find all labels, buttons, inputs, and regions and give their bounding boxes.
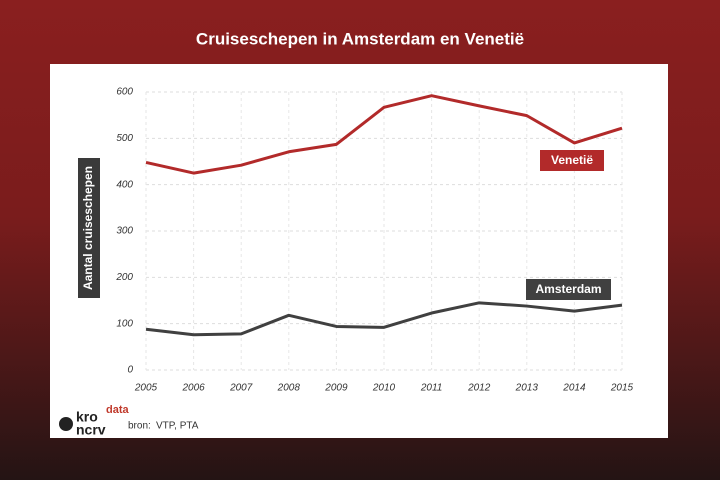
x-tick-label: 2013 <box>515 383 539 394</box>
chart-title: Cruiseschepen in Amsterdam en Venetië <box>196 29 524 48</box>
x-tick-label: 2006 <box>181 383 205 394</box>
source-label: bron: <box>128 421 151 432</box>
x-tick-label: 2009 <box>324 383 348 394</box>
legend-box <box>526 279 611 300</box>
x-tick-label: 2010 <box>372 383 396 394</box>
y-tick-label: 0 <box>127 365 133 376</box>
x-tick-label: 2008 <box>277 383 301 394</box>
source: VTP, PTA <box>156 421 199 432</box>
x-tick-label: 2015 <box>610 383 634 394</box>
y-tick-label: 600 <box>116 87 133 98</box>
x-tick-label: 2012 <box>467 383 491 394</box>
x-tick-label: 2014 <box>562 383 586 394</box>
line <box>145 94 623 175</box>
logo-mark <box>59 417 73 431</box>
y-tick-label: 300 <box>116 226 133 237</box>
y-tick-label: 400 <box>116 179 133 190</box>
x-tick-label: 2011 <box>420 383 443 394</box>
y-label-box <box>78 158 100 298</box>
logo-top: kro <box>76 409 98 425</box>
logo-bottom: ncrv <box>76 422 106 438</box>
line <box>145 301 623 337</box>
y-tick-label: 200 <box>115 272 133 283</box>
legend-label: Amsterdam <box>535 282 601 296</box>
x-tick-label: 2007 <box>229 383 253 394</box>
y-tick-label: 500 <box>116 133 133 144</box>
x-tick-label: 2005 <box>134 383 158 394</box>
y-axis-label: Aantal cruiseschepen <box>81 166 95 290</box>
legend-label: Venetië <box>551 153 593 167</box>
legend-box <box>540 150 604 171</box>
y-tick-label: 100 <box>116 318 133 329</box>
logo-tag: data <box>106 404 130 416</box>
